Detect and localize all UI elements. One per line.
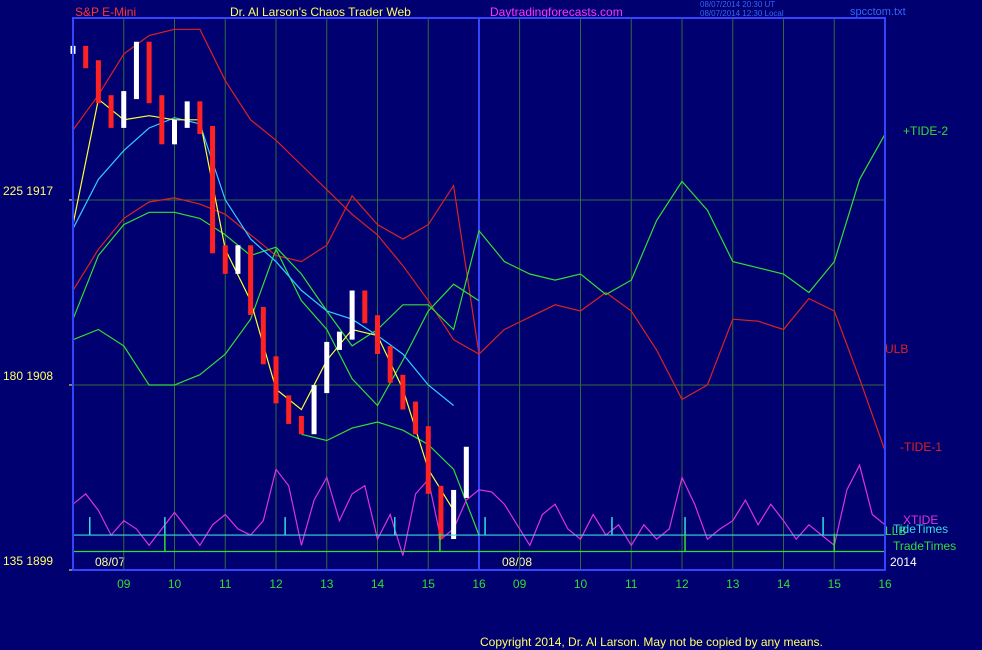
- price-bar: [298, 415, 304, 435]
- series-label: -TIDE-1: [900, 440, 942, 454]
- price-bar: [260, 306, 266, 365]
- price-bar: [83, 45, 89, 69]
- line-series: [72, 183, 886, 451]
- price-bar: [336, 331, 342, 350]
- series-label: +TIDE-2: [903, 124, 948, 138]
- price-bar: [438, 485, 444, 540]
- x-tick-label: 15: [422, 577, 436, 591]
- x-tick-label: 10: [574, 577, 588, 591]
- x-tick-label: 09: [513, 577, 527, 591]
- price-bar: [400, 374, 406, 410]
- y-tick-label: 180 1908: [3, 369, 53, 383]
- price-bar: [172, 119, 177, 145]
- x-tick-label: 15: [828, 577, 842, 591]
- price-bar: [375, 315, 380, 355]
- site: Daytradingforecasts.com: [490, 5, 623, 19]
- line-series: [72, 463, 886, 556]
- price-bar: [184, 101, 190, 128]
- line-series: [72, 133, 886, 347]
- price-bar: [311, 385, 317, 435]
- price-bar: [248, 245, 254, 315]
- plot-frame: [72, 17, 886, 571]
- price-bar: [95, 60, 101, 104]
- x-tick-label: 09: [117, 577, 131, 591]
- price-bar: [222, 245, 228, 274]
- file-name: spcctom.txt: [850, 6, 906, 18]
- x-tick-label: 12: [269, 577, 283, 591]
- y-tick-label: 225 1917: [3, 184, 53, 198]
- price-bar: [349, 290, 355, 340]
- x-tick-label: 13: [726, 577, 740, 591]
- price-bar: [121, 91, 127, 128]
- price-bar: [362, 290, 368, 324]
- price-bar: [133, 41, 139, 100]
- x-tick-label: 16: [878, 577, 892, 591]
- stamp-local: 08/07/2014 12:30 Local: [700, 9, 784, 18]
- series-label: ULB: [885, 342, 908, 356]
- copyright: Copyright 2014, Dr. Al Larson. May not b…: [480, 635, 823, 649]
- date-label: 2014: [890, 555, 917, 569]
- stamp-ut: 08/07/2014 20:30 UT: [700, 0, 775, 9]
- price-bar: [387, 346, 393, 383]
- price-bar: [324, 341, 330, 394]
- chart-title: Dr. Al Larson's Chaos Trader Web: [230, 5, 411, 19]
- price-bar: [451, 489, 457, 540]
- price-bar: [146, 41, 152, 104]
- series-label: XTIDE: [903, 513, 938, 527]
- price-bar: [210, 126, 216, 254]
- date-label: 08/08: [502, 555, 532, 569]
- line-series: [301, 421, 480, 536]
- x-tick-label: 12: [675, 577, 689, 591]
- line-series: [72, 117, 454, 406]
- series-label: TradeTimes: [893, 539, 956, 553]
- series-label: LLB: [885, 524, 906, 538]
- x-tick-label: 14: [371, 577, 385, 591]
- line-series: [72, 28, 480, 355]
- date-label: 08/07: [95, 555, 125, 569]
- x-tick-label: 14: [777, 577, 791, 591]
- y-tick-label: 135 1899: [3, 554, 53, 568]
- price-bar: [425, 426, 431, 494]
- price-bar: [159, 95, 165, 145]
- price-bar: [286, 395, 292, 424]
- x-tick-label: 11: [625, 577, 638, 591]
- price-bar: [108, 95, 114, 128]
- instrument: S&P E-Mini: [75, 5, 136, 19]
- x-tick-label: 10: [168, 577, 182, 591]
- x-tick-label: 11: [219, 577, 232, 591]
- price-bar: [273, 356, 279, 404]
- price-bar: [197, 101, 203, 135]
- x-tick-label: 16: [472, 577, 486, 591]
- x-tick-label: 13: [320, 577, 334, 591]
- line-series: [72, 247, 480, 407]
- price-bar: [413, 401, 419, 435]
- price-bar: [463, 446, 469, 498]
- price-bar: [235, 245, 241, 274]
- series-label: TideTimes: [893, 522, 948, 536]
